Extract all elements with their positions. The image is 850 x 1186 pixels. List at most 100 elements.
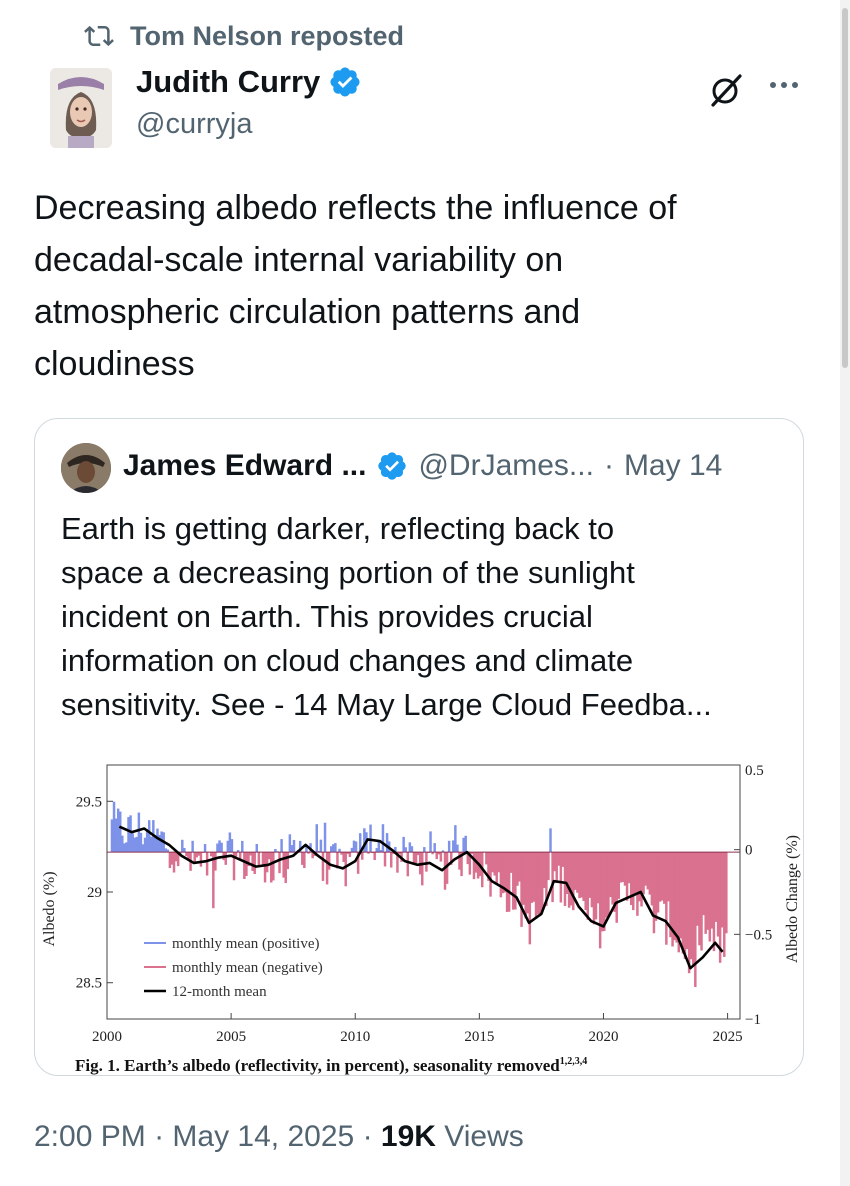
monthly-bar <box>485 852 488 865</box>
monthly-bar <box>214 852 217 871</box>
monthly-bar <box>646 852 649 890</box>
legend-label-mean: 12-month mean <box>172 984 267 1000</box>
monthly-bar <box>677 852 681 953</box>
chart-caption-superscript: 1,2,3,4 <box>560 1056 588 1067</box>
plot-frame <box>106 764 741 1020</box>
monthly-bar <box>172 852 176 873</box>
monthly-bar <box>660 852 664 901</box>
monthly-bar <box>576 852 579 893</box>
y-tick-label-right: −1 <box>745 1012 761 1028</box>
monthly-bar <box>611 852 614 905</box>
monthly-bar <box>445 852 449 884</box>
monthly-bar <box>321 852 325 881</box>
post-time[interactable]: 2:00 PM <box>34 1120 146 1153</box>
x-tick-label: 2000 <box>92 1029 122 1045</box>
quoted-separator: · <box>603 449 614 482</box>
monthly-bar <box>414 852 418 864</box>
author-handle[interactable]: @curryja <box>136 108 253 140</box>
monthly-bar <box>348 852 352 857</box>
monthly-bar <box>127 817 130 853</box>
monthly-bar <box>261 852 265 867</box>
post-date[interactable]: May 14, 2025 <box>172 1120 355 1153</box>
quoted-avatar[interactable] <box>61 443 111 493</box>
monthly-bar <box>265 852 269 873</box>
monthly-bar <box>116 808 120 853</box>
monthly-bar <box>195 852 199 858</box>
avatar[interactable] <box>50 68 112 148</box>
monthly-bar <box>317 850 321 853</box>
monthly-bar <box>236 850 240 853</box>
monthly-bar <box>441 850 445 853</box>
monthly-bar <box>640 852 643 907</box>
monthly-bar <box>158 835 161 853</box>
monthly-bar <box>443 852 447 890</box>
monthly-bar <box>501 852 505 894</box>
monthly-bar <box>145 828 149 853</box>
monthly-bar <box>600 852 604 932</box>
views-count[interactable]: 19K <box>380 1120 436 1153</box>
monthly-bar <box>187 852 190 860</box>
monthly-bar <box>110 819 114 853</box>
monthly-bar <box>373 852 376 860</box>
monthly-bar <box>592 852 596 925</box>
monthly-bar <box>553 852 556 872</box>
monthly-bar <box>586 852 589 920</box>
monthly-bar <box>398 852 401 854</box>
monthly-bar <box>549 828 552 853</box>
monthly-bar <box>404 847 407 853</box>
monthly-bar <box>609 852 612 898</box>
monthly-bar <box>379 850 383 853</box>
monthly-bar <box>716 852 720 937</box>
monthly-bar <box>658 852 662 902</box>
monthly-bar <box>551 852 554 903</box>
verified-badge-icon[interactable] <box>328 65 362 99</box>
monthly-bar <box>605 852 608 918</box>
monthly-bar <box>456 844 459 853</box>
monthly-bar <box>499 852 503 898</box>
monthly-bar <box>280 839 283 853</box>
monthly-bar <box>518 852 521 882</box>
monthly-bar <box>270 852 273 883</box>
monthly-bar <box>543 852 546 889</box>
monthly-bar <box>634 852 637 895</box>
more-options-icon[interactable] <box>764 70 804 100</box>
views-label[interactable]: Views <box>444 1120 524 1153</box>
monthly-bar <box>394 846 397 853</box>
monthly-bar <box>288 834 292 853</box>
monthly-bar <box>462 837 465 853</box>
monthly-bar <box>150 836 153 853</box>
monthly-bar <box>346 852 350 854</box>
quoted-handle[interactable]: @DrJames... <box>418 449 594 482</box>
monthly-bar <box>327 852 331 870</box>
quoted-header: James Edward ... @DrJames... · May 14 <box>123 449 722 483</box>
post-metadata: 2:00 PM · May 14, 2025 · 19K Views <box>34 1120 524 1154</box>
quoted-post-card[interactable]: James Edward ... @DrJames... · May 14 Ea… <box>34 418 804 1076</box>
monthly-bar <box>470 852 474 854</box>
quoted-date[interactable]: May 14 <box>623 449 723 482</box>
monthly-bar <box>356 852 360 874</box>
scrollbar[interactable] <box>840 0 850 1186</box>
author-name-text[interactable]: Judith Curry <box>136 64 321 99</box>
repost-label[interactable]: Tom Nelson reposted <box>130 20 405 51</box>
verified-badge-icon[interactable] <box>376 450 408 482</box>
monthly-bar <box>632 852 635 911</box>
author-name[interactable]: Judith Curry <box>136 64 362 100</box>
monthly-bar <box>406 852 410 877</box>
monthly-bar <box>563 852 567 906</box>
grok-icon[interactable] <box>706 70 746 110</box>
monthly-bar <box>412 852 416 865</box>
monthly-bar <box>352 840 356 853</box>
monthly-bar <box>238 852 242 861</box>
monthly-bar <box>137 812 141 853</box>
monthly-bar <box>708 852 712 942</box>
monthly-bar <box>538 852 542 917</box>
quoted-name[interactable]: James Edward ... <box>123 449 367 482</box>
scrollbar-thumb[interactable] <box>842 8 848 368</box>
monthly-bar <box>694 852 697 987</box>
monthly-bar <box>466 852 470 865</box>
monthly-bar <box>596 852 600 904</box>
albedo-chart[interactable]: 2000 2005 2010 2015 2020 2025 28.5 29 29.5 0.5 0 −0… <box>35 749 803 1075</box>
monthly-bar <box>725 852 728 934</box>
monthly-bar <box>567 852 571 908</box>
monthly-bar <box>598 852 602 949</box>
